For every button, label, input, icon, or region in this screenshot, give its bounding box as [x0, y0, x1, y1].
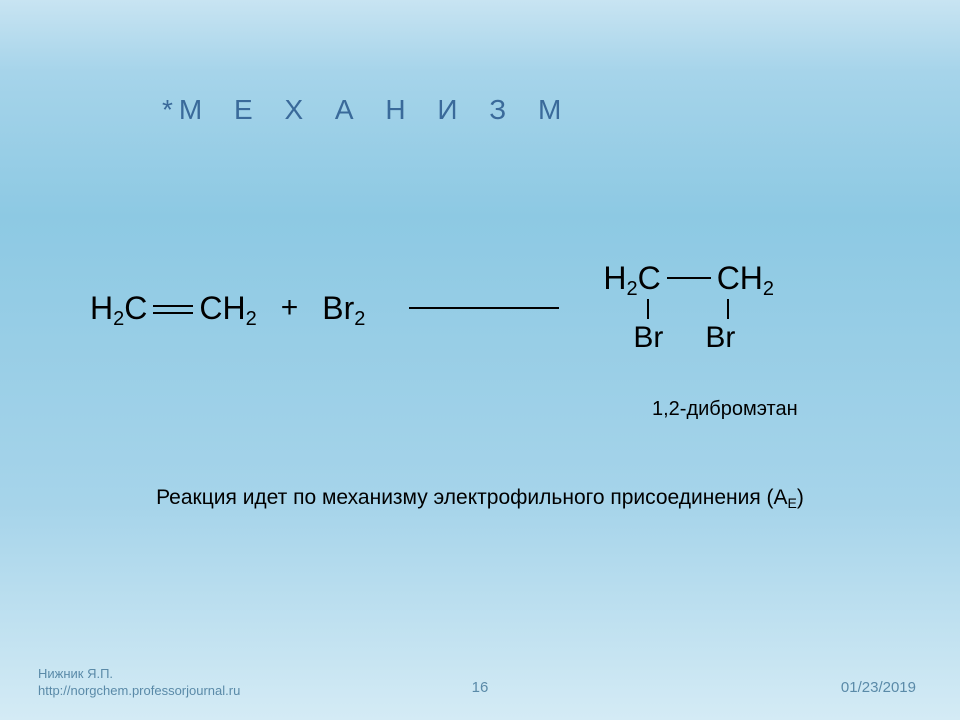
- subscript-2: 2: [763, 278, 774, 301]
- vertical-bond: [647, 299, 649, 319]
- atom-Br: Br: [322, 292, 354, 324]
- atom-H: H: [90, 292, 113, 324]
- caption-post: ): [797, 486, 804, 509]
- slide-title: *М Е Х А Н И З М: [162, 94, 573, 126]
- product-name: 1,2-дибромэтан: [652, 398, 798, 421]
- double-bond: [153, 305, 193, 315]
- subscript-2: 2: [113, 309, 124, 329]
- atom-CH: CH: [717, 260, 763, 297]
- subscript-2: 2: [354, 309, 365, 329]
- single-bond: [667, 277, 711, 279]
- subscript-2: 2: [626, 278, 637, 301]
- footer-date: 01/23/2019: [841, 679, 916, 696]
- product-dibromoethane: H 2 C CH 2 Br Br: [603, 260, 774, 355]
- reactant-ethene: H 2 C CH 2: [90, 292, 257, 324]
- footer-page: 16: [0, 679, 960, 696]
- plus-sign: +: [281, 291, 299, 325]
- atom-Br: Br: [633, 321, 663, 355]
- reaction-arrow: [409, 307, 559, 309]
- mechanism-caption: Реакция идет по механизму электрофильног…: [0, 486, 960, 510]
- title-text: М Е Х А Н И З М: [179, 94, 573, 125]
- atom-C: C: [638, 260, 661, 297]
- atom-C: C: [124, 292, 147, 324]
- title-asterisk: *: [162, 94, 173, 125]
- atom-Br: Br: [705, 321, 735, 355]
- caption-pre: Реакция идет по механизму электрофильног…: [156, 486, 787, 509]
- subscript-2: 2: [246, 309, 257, 329]
- product-top-row: H 2 C CH 2: [603, 260, 774, 297]
- atom-CH: CH: [199, 292, 245, 324]
- vertical-bond: [727, 299, 729, 319]
- reactant-br2: Br 2: [322, 292, 365, 324]
- atom-H: H: [603, 260, 626, 297]
- product-bottom-row: Br Br: [603, 319, 774, 355]
- caption-sub-e: Е: [788, 495, 797, 511]
- reaction-equation: H 2 C CH 2 + Br 2 H 2 C CH 2 Br Br: [90, 260, 900, 355]
